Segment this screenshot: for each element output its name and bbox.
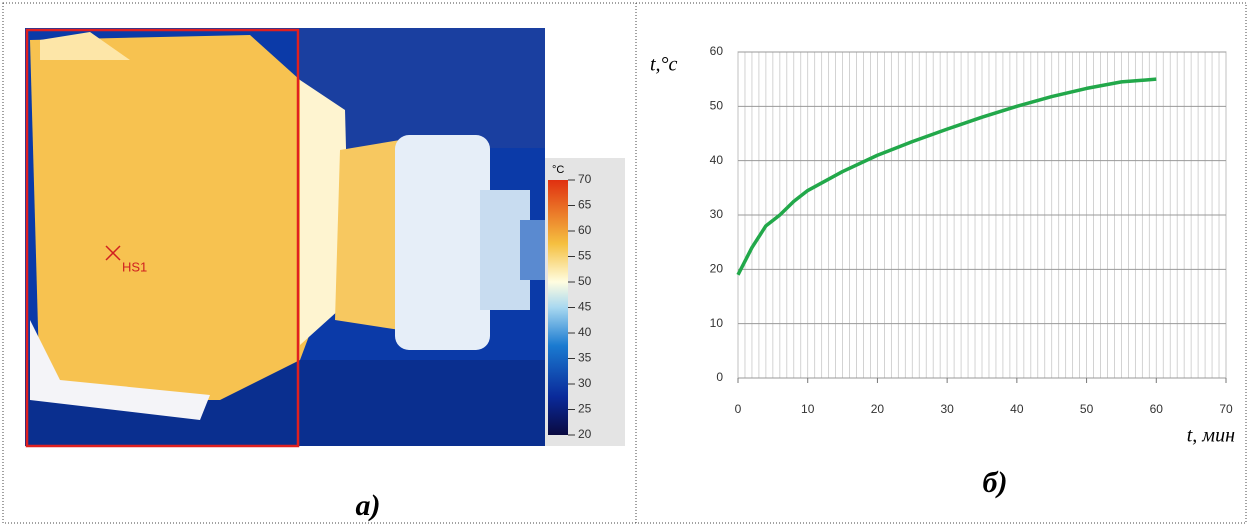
- colorbar-tick-label: 30: [578, 376, 592, 390]
- caption: а): [356, 489, 381, 522]
- colorbar-tick-label: 60: [578, 223, 592, 237]
- y-tick-label: 60: [710, 44, 724, 58]
- colorbar-tick-label: 25: [578, 402, 592, 416]
- x-tick-label: 50: [1080, 402, 1094, 416]
- colorbar-tick-label: 70: [578, 172, 592, 186]
- colorbar-tick-label: 35: [578, 351, 592, 365]
- y-tick-label: 0: [716, 370, 723, 384]
- colorbar-tick-label: 45: [578, 300, 592, 314]
- y-tick-label: 20: [710, 262, 724, 276]
- thermal-image: [25, 28, 625, 446]
- annotation: HS1: [122, 259, 147, 274]
- x-tick-label: 70: [1219, 402, 1233, 416]
- y-tick-label: 30: [710, 207, 724, 221]
- x-tick-label: 60: [1150, 402, 1164, 416]
- y-axis-label: t,°c: [650, 54, 678, 76]
- x-tick-label: 10: [801, 402, 815, 416]
- x-tick-label: 0: [735, 402, 742, 416]
- x-tick-label: 20: [871, 402, 885, 416]
- figure: HS1 °C а) б) t,°c t, мин 20 25 30 35 40 45 50 5…: [0, 0, 1249, 526]
- colorbar-tick-label: 40: [578, 325, 592, 339]
- x-tick-label: 30: [940, 402, 954, 416]
- colorbar-tick-label: 55: [578, 249, 592, 263]
- x-axis-label: t, мин: [1187, 425, 1235, 447]
- caption: б): [983, 466, 1008, 499]
- page: HS1 °C а) б) t,°c t, мин 20 25 30 35 40 45 50 5…: [0, 0, 1249, 531]
- y-tick-label: 10: [710, 316, 724, 330]
- colorbar-tick-label: 50: [578, 274, 592, 288]
- colorbar-tick-label: 20: [578, 427, 592, 441]
- y-tick-label: 50: [710, 99, 724, 113]
- y-tick-label: 40: [710, 153, 724, 167]
- colorbar-label: °C: [552, 164, 564, 176]
- colorbar-tick-label: 65: [578, 198, 592, 212]
- x-tick-label: 40: [1010, 402, 1024, 416]
